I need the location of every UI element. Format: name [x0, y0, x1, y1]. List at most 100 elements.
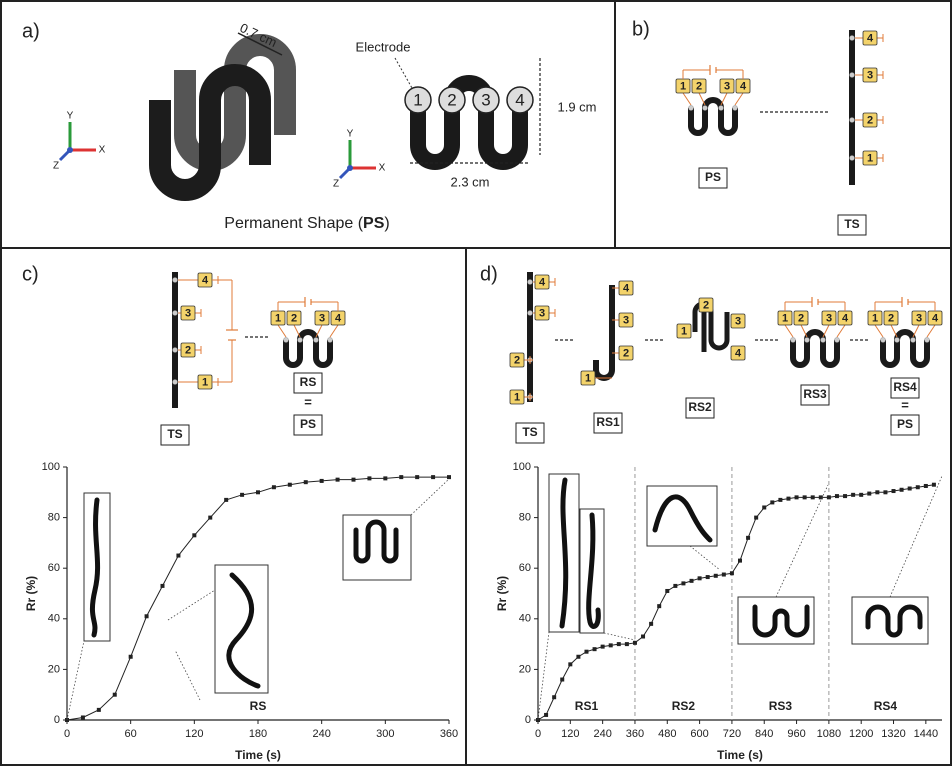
data-point [810, 495, 815, 500]
panel-label: b) [632, 18, 650, 40]
electrode-box [180, 342, 196, 358]
electrode [880, 337, 886, 343]
data-point [399, 475, 404, 480]
label: PS [300, 417, 316, 431]
data-point [851, 492, 856, 497]
electrode [283, 337, 289, 343]
data-point [899, 487, 904, 492]
x-tick-label: 600 [690, 728, 708, 740]
x-tick-label: 240 [593, 728, 611, 740]
y-tick-label: 40 [519, 613, 531, 625]
electrode-label: 4 [932, 312, 939, 324]
data-point [303, 480, 308, 485]
inset [342, 514, 412, 581]
label-box [293, 372, 323, 394]
annotation: Electrode [356, 39, 411, 54]
data-point [576, 654, 581, 659]
data-point [729, 571, 734, 576]
x-tick-label: 1080 [817, 728, 841, 740]
electrode [820, 337, 826, 343]
inset [214, 564, 269, 694]
origin [67, 147, 73, 153]
x-tick-label: 0 [64, 728, 70, 740]
electrode-label: 4 [842, 312, 849, 324]
electrode-box [618, 280, 634, 296]
inset-sample [752, 604, 810, 638]
data-point [80, 715, 85, 720]
electrode-label: 3 [319, 312, 325, 324]
electrode [718, 105, 724, 111]
data-point [907, 486, 912, 491]
data-point [335, 477, 340, 482]
electrode [172, 310, 178, 316]
data-point [859, 492, 864, 497]
x-tick-label: 360 [440, 728, 458, 740]
electrode-label: 1 [680, 80, 686, 92]
electrode-label: 4 [202, 274, 209, 286]
electrode-label: 2 [185, 344, 191, 356]
panel-label: c) [22, 263, 39, 285]
sample [593, 285, 615, 381]
connector [603, 632, 636, 641]
electrode [894, 337, 900, 343]
electrode-label: 1 [275, 312, 281, 324]
electrode-label: 3 [867, 69, 873, 81]
y-tick-label: 80 [48, 512, 60, 524]
electrode [327, 337, 333, 343]
block-back [174, 34, 296, 171]
electrode-label: 3 [916, 312, 922, 324]
electrode [702, 105, 708, 111]
electrode-label: 4 [335, 312, 342, 324]
data-point [641, 634, 646, 639]
electrode [404, 86, 432, 114]
connector [784, 324, 794, 338]
region-label: RS4 [874, 699, 898, 713]
data-point [584, 649, 589, 654]
y-tick-label: 60 [48, 562, 60, 574]
data-point [778, 497, 783, 502]
connector [315, 324, 323, 338]
axis-label: Y [347, 129, 354, 140]
electrode-label: 4 [623, 282, 630, 294]
connector [890, 324, 898, 338]
x-tick-label: 240 [312, 728, 330, 740]
electrode-box [580, 370, 596, 386]
connector [836, 324, 846, 338]
electrode-box [180, 305, 196, 321]
electrode-label: 3 [735, 315, 741, 327]
data-point [319, 478, 324, 483]
inset-sample [559, 477, 569, 629]
data-point [762, 505, 767, 510]
electrode-box [534, 305, 550, 321]
connector [329, 324, 339, 338]
label: = [304, 394, 312, 409]
electrode-label: 3 [623, 314, 629, 326]
y-tick-label: 40 [48, 613, 60, 625]
label: TS [522, 425, 537, 439]
electrode-box [509, 389, 525, 405]
electrode [849, 72, 855, 78]
origin [347, 165, 353, 171]
data-point [112, 692, 117, 697]
inset-sample [353, 519, 399, 564]
label: PS [705, 170, 721, 184]
data-point [721, 572, 726, 577]
x-axis-label: Time (s) [717, 748, 763, 762]
electrode-box [314, 310, 330, 326]
x-tick-label: 1320 [881, 728, 905, 740]
connector [277, 324, 287, 338]
electrode-box [618, 345, 634, 361]
data-point [616, 642, 621, 647]
data-point [867, 491, 872, 496]
electrode-box [730, 313, 746, 329]
electrode-label: 3 [826, 312, 832, 324]
y-tick-label: 0 [525, 714, 531, 726]
data-point [96, 707, 101, 712]
electrode [732, 105, 738, 111]
electrode-box [618, 312, 634, 328]
electrode [924, 337, 930, 343]
data-point [208, 515, 213, 520]
label-box [685, 397, 715, 419]
electrode-label: 4 [735, 347, 742, 359]
y-tick-label: 60 [519, 562, 531, 574]
